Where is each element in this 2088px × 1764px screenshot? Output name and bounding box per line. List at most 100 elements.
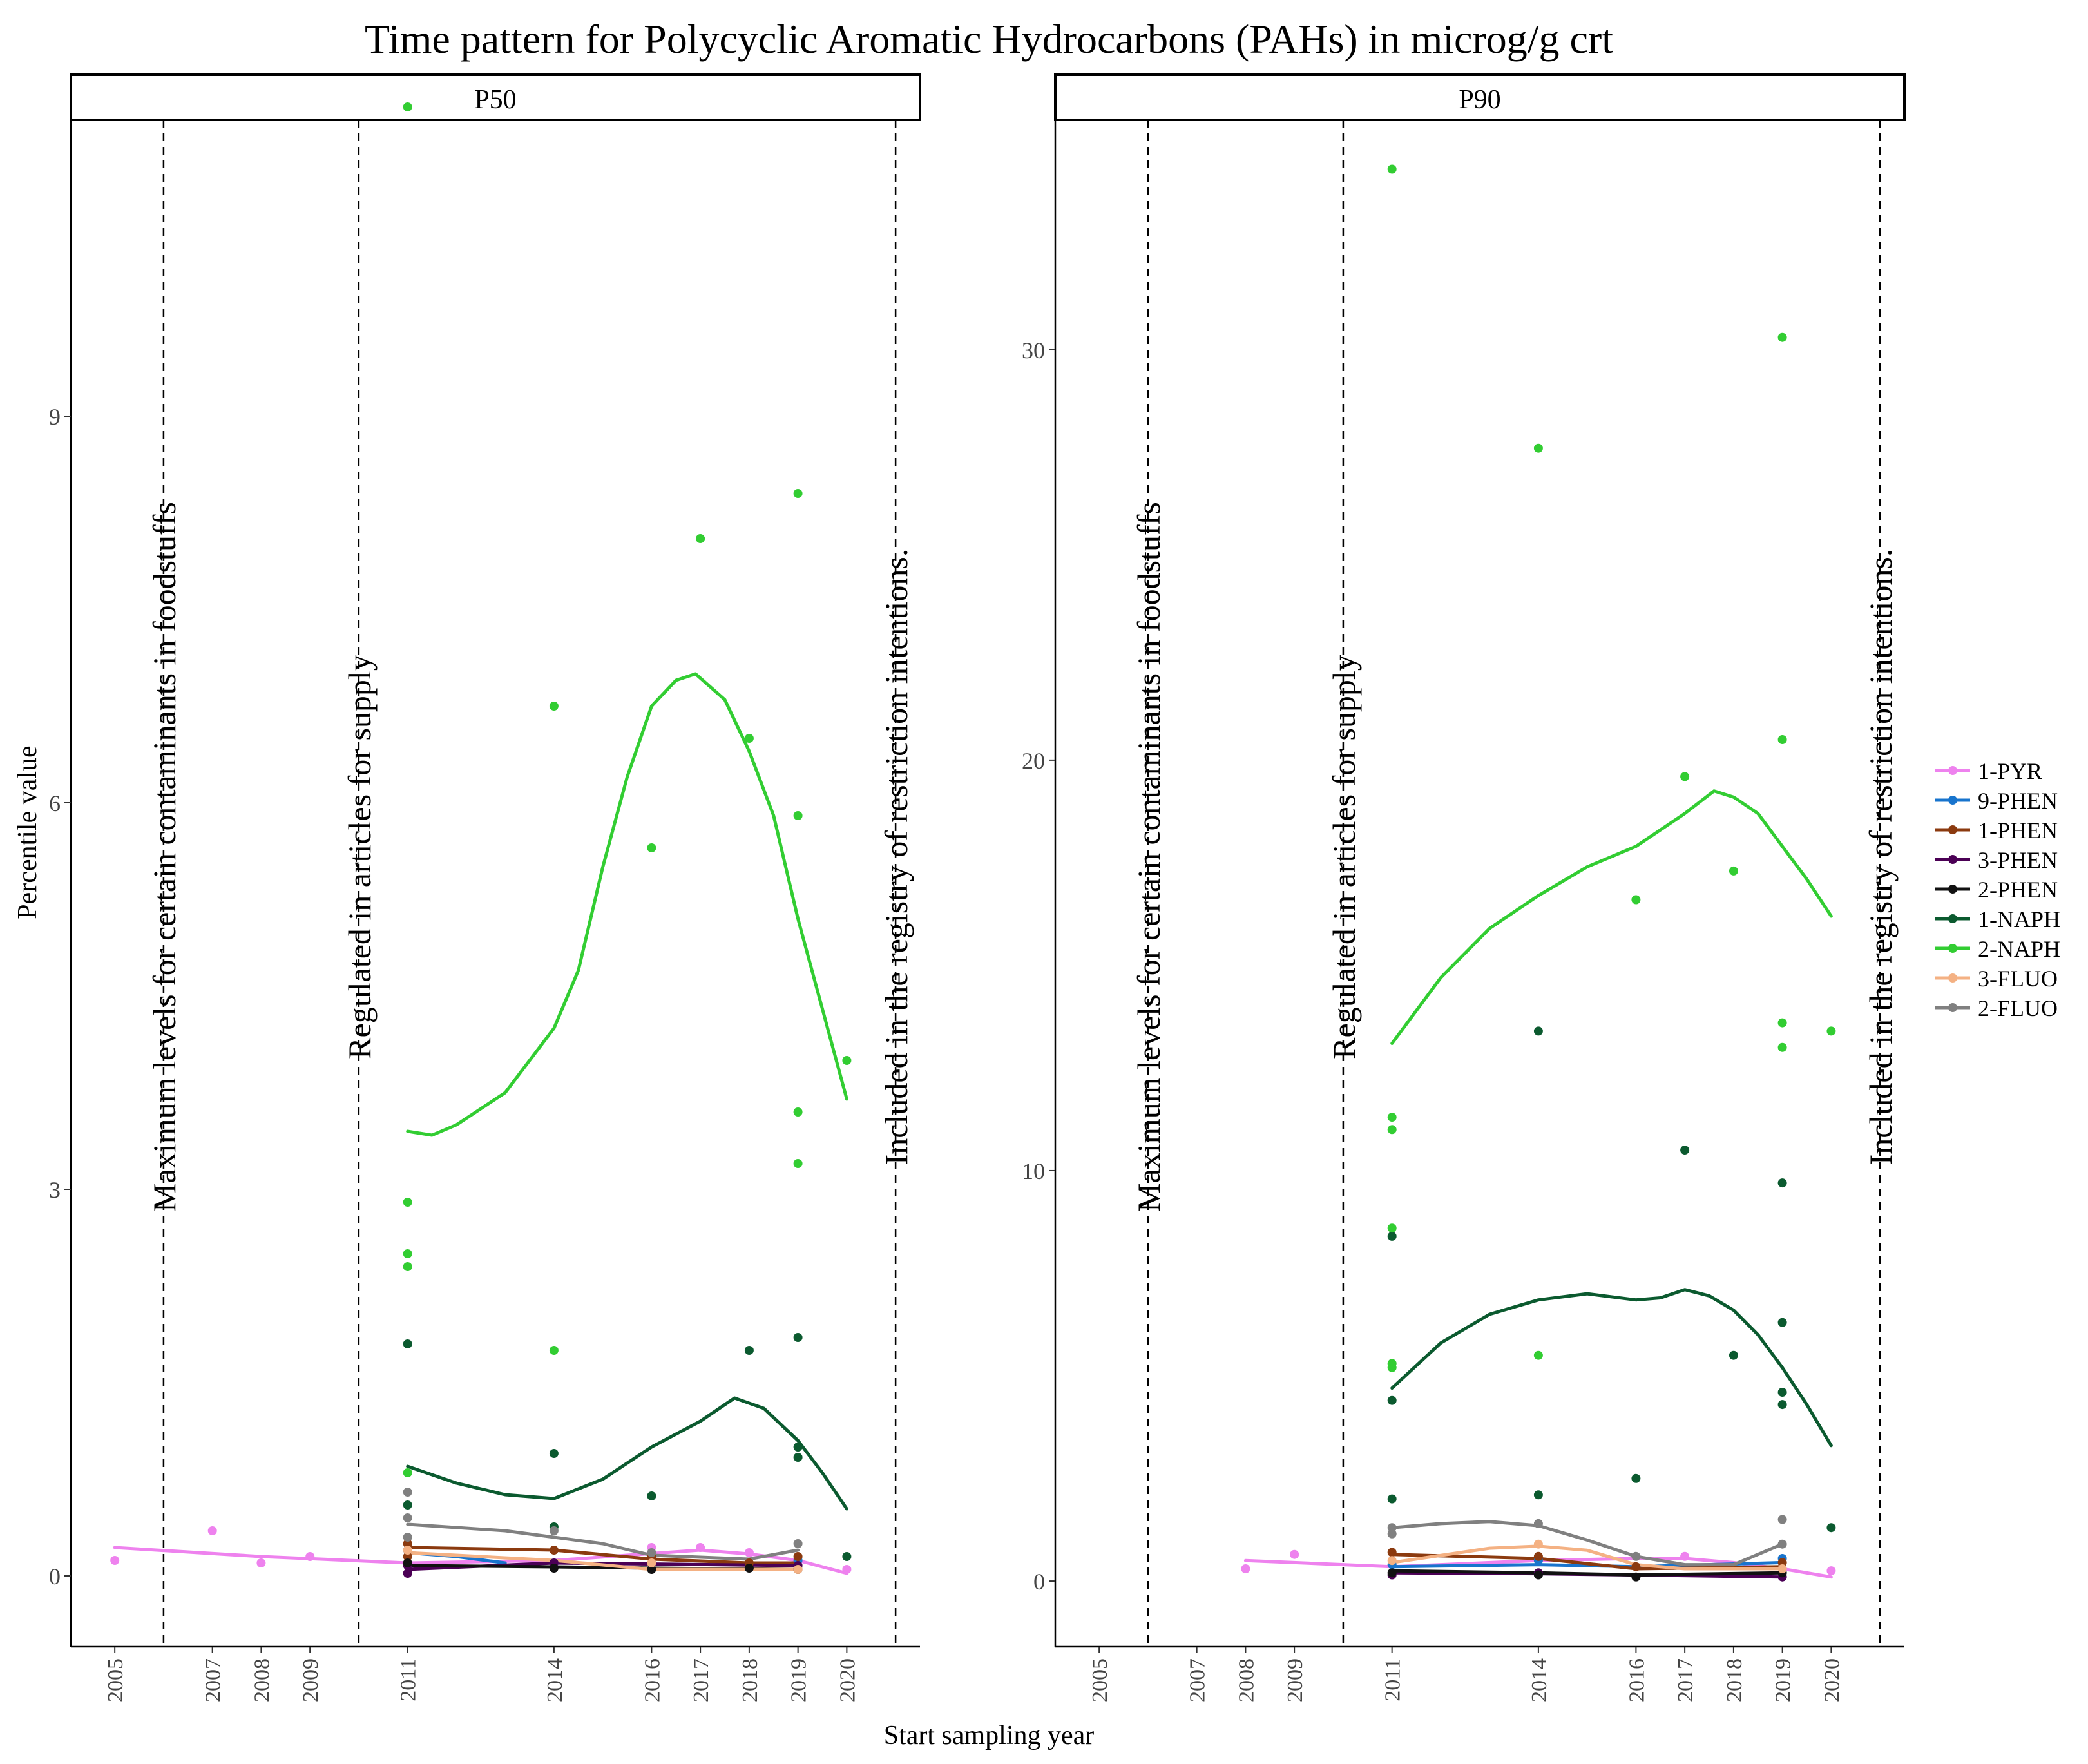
y-tick-label: 20: [1022, 748, 1045, 774]
data-point-2-naph: [744, 734, 754, 743]
legend-label-2-fluo: 2-FLUO: [1978, 995, 2058, 1021]
x-tick-label: 2007: [1186, 1658, 1210, 1702]
data-point-3-fluo: [403, 1546, 412, 1555]
data-point-1-pyr: [110, 1556, 120, 1565]
data-point-2-naph: [1533, 1350, 1543, 1360]
facet-strip: [1054, 73, 1906, 121]
data-point-2-naph: [696, 534, 705, 543]
data-point-2-phen: [1533, 1570, 1543, 1580]
x-tick-label: 2009: [1283, 1658, 1307, 1702]
data-point-2-phen: [403, 1558, 412, 1567]
data-point-3-fluo: [793, 1565, 803, 1574]
data-point-2-naph: [403, 1249, 412, 1258]
data-point-1-pyr: [256, 1558, 266, 1567]
data-point-2-naph: [793, 811, 803, 820]
data-point-1-naph: [1631, 1473, 1641, 1483]
legend-key-point: [1948, 885, 1957, 894]
data-point-1-naph: [842, 1552, 852, 1561]
data-point-2-naph: [1777, 332, 1787, 342]
x-tick-label: 2009: [299, 1658, 323, 1702]
legend-label-3-phen: 3-PHEN: [1978, 847, 2058, 873]
data-point-1-naph: [403, 1339, 412, 1348]
x-tick-label: 2005: [104, 1658, 128, 1702]
x-tick-label: 2008: [250, 1658, 274, 1702]
data-point-1-naph: [1777, 1388, 1787, 1397]
x-tick-label: 2020: [1820, 1658, 1844, 1702]
data-point-1-phen: [1387, 1548, 1397, 1557]
y-tick-label: 10: [1022, 1158, 1045, 1184]
data-point-2-fluo: [1387, 1523, 1397, 1533]
data-point-2-naph: [647, 843, 656, 852]
data-point-2-naph: [793, 1107, 803, 1117]
data-point-2-naph: [1387, 1125, 1397, 1135]
data-point-2-fluo: [1631, 1551, 1641, 1561]
legend: 1-PYR 9-PHEN 1-PHEN 3-PHEN 2-PHEN 1-NAPH 2-NAP…: [1935, 758, 2060, 1021]
smooth-line-2-naph: [1390, 789, 1833, 1045]
data-point-3-fluo: [1777, 1564, 1787, 1573]
x-tick-label: 2014: [1528, 1658, 1551, 1702]
data-point-1-naph: [1729, 1350, 1738, 1360]
x-tick-label: 2017: [1674, 1658, 1698, 1702]
data-point-3-phen: [403, 1569, 412, 1578]
y-tick-label: 0: [1033, 1569, 1045, 1595]
reference-label: Included in the registry of restriction …: [878, 549, 914, 1165]
reference-label: Maximum levels for certain contaminants …: [1131, 502, 1167, 1212]
x-tick-label: 2014: [543, 1658, 567, 1702]
data-point-1-naph: [793, 1333, 803, 1342]
legend-key-point: [1948, 766, 1957, 775]
data-point-1-naph: [1777, 1318, 1787, 1327]
data-point-1-phen: [793, 1552, 803, 1561]
data-point-2-naph: [1387, 164, 1397, 174]
data-point-2-naph: [1533, 443, 1543, 453]
x-tick-label: 2005: [1088, 1658, 1112, 1702]
data-point-1-phen: [549, 1546, 559, 1555]
panel-p90: P90 0 10 20 30 2005 2007 2008 2009 2011 2014 2016 20…: [1022, 73, 1906, 1702]
data-point-3-fluo: [1387, 1556, 1397, 1566]
data-point-1-naph: [1777, 1400, 1787, 1410]
data-point-3-fluo: [647, 1558, 656, 1567]
x-tick-label: 2019: [1772, 1658, 1796, 1702]
x-axis-label: Start sampling year: [884, 1721, 1095, 1750]
data-point-2-naph: [793, 489, 803, 498]
smooth-line-3-fluo: [406, 1551, 800, 1571]
data-point-2-fluo: [1777, 1515, 1787, 1524]
smooth-line-1-naph: [1390, 1288, 1833, 1448]
legend-label-2-naph: 2-NAPH: [1978, 936, 2060, 962]
y-tick-label: 3: [49, 1177, 61, 1203]
data-point-2-naph: [403, 1262, 412, 1271]
data-point-1-naph: [1533, 1490, 1543, 1500]
smooth-line-2-phen: [1390, 1569, 1785, 1577]
y-axis-label: Percentile value: [13, 745, 43, 919]
facet-label: P50: [474, 85, 516, 115]
reference-label: Regulated in articles for supply: [1326, 655, 1362, 1059]
data-point-2-fluo: [1777, 1539, 1787, 1549]
x-tick-label: 2011: [1381, 1658, 1405, 1702]
reference-label: Regulated in articles for supply: [341, 655, 378, 1059]
y-tick-label: 0: [49, 1564, 61, 1589]
data-point-2-naph: [1631, 895, 1641, 905]
data-point-1-naph: [793, 1453, 803, 1462]
data-point-2-phen: [1631, 1572, 1641, 1582]
reference-label: Included in the registry of restriction …: [1863, 549, 1899, 1165]
y-tick-label: 6: [49, 791, 61, 816]
smooth-line-2-naph: [406, 672, 848, 1137]
data-point-1-phen: [1533, 1551, 1543, 1561]
data-point-2-naph: [1387, 1113, 1397, 1122]
data-point-1-phen: [1777, 1558, 1787, 1567]
smooth-line-2-fluo: [406, 1522, 800, 1561]
plot-area: [1241, 164, 1836, 1582]
x-tick-label: 2016: [640, 1658, 664, 1702]
legend-label-1-naph: 1-NAPH: [1978, 906, 2060, 932]
panel-p50: P50 0 3 6 9 2005 2007 2008 2009 2011 2014 2016 2017 2…: [49, 73, 921, 1702]
chart-title: Time pattern for Polycyclic Aromatic Hyd…: [365, 16, 1613, 62]
data-point-1-naph: [403, 1500, 412, 1510]
legend-key-point: [1948, 855, 1957, 864]
data-point-1-naph: [1387, 1395, 1397, 1405]
data-point-2-naph: [403, 1198, 412, 1207]
data-point-2-fluo: [403, 1488, 412, 1497]
smooth-line-1-naph: [406, 1396, 848, 1511]
data-point-1-naph: [647, 1491, 656, 1500]
data-point-2-naph: [1387, 1223, 1397, 1233]
facet-label: P90: [1459, 85, 1500, 115]
data-point-2-naph: [1777, 735, 1787, 744]
